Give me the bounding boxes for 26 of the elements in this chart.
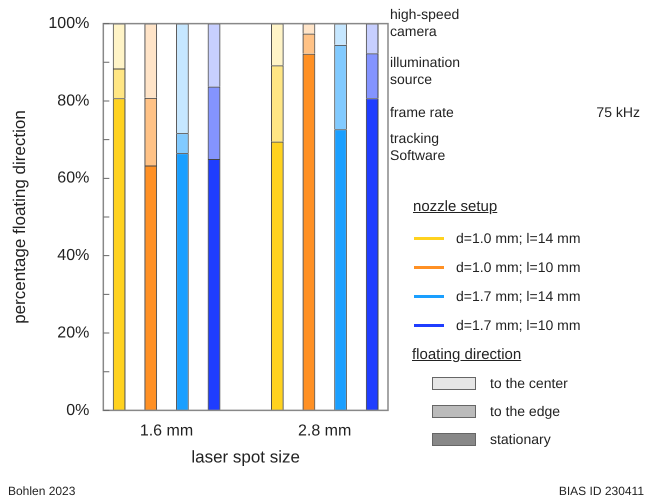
text: to the edge — [490, 403, 560, 419]
y-tick-label: 0% — [66, 402, 90, 419]
text: frame rate — [390, 104, 454, 121]
y-axis-title: percentage floating direction — [10, 110, 29, 324]
x-tick-label: 2.8 mm — [298, 422, 352, 440]
legend-title: floating direction — [412, 346, 522, 363]
y-tick-label: 20% — [57, 324, 90, 342]
text: d=1.0 mm; l=10 mm — [456, 259, 580, 276]
y-tick-label: 80% — [57, 92, 90, 110]
text: to the center — [490, 375, 568, 391]
y-tick-label: 60% — [57, 170, 90, 187]
text: stationary — [490, 431, 551, 447]
y-tick-label: 40% — [57, 247, 90, 264]
text: high-speed camera — [390, 6, 460, 40]
x-tick-label: 1.6 mm — [140, 422, 194, 440]
text: 75 kHz — [596, 104, 640, 121]
text: d=1.0 mm; l=14 mm — [456, 230, 580, 247]
text: tracking Software — [390, 130, 446, 164]
y-tick-label: 100% — [48, 15, 90, 32]
text: BIAS ID 230411 — [558, 483, 644, 500]
text: nozzle setup — [413, 198, 498, 215]
text: illumination source — [390, 54, 462, 88]
text: d=1.7 mm; l=10 mm — [456, 317, 580, 334]
text: Bohlen 2023 — [8, 483, 76, 500]
text: d=1.7 mm; l=14 mm — [456, 288, 580, 305]
x-axis-title: laser spot size — [191, 447, 300, 466]
